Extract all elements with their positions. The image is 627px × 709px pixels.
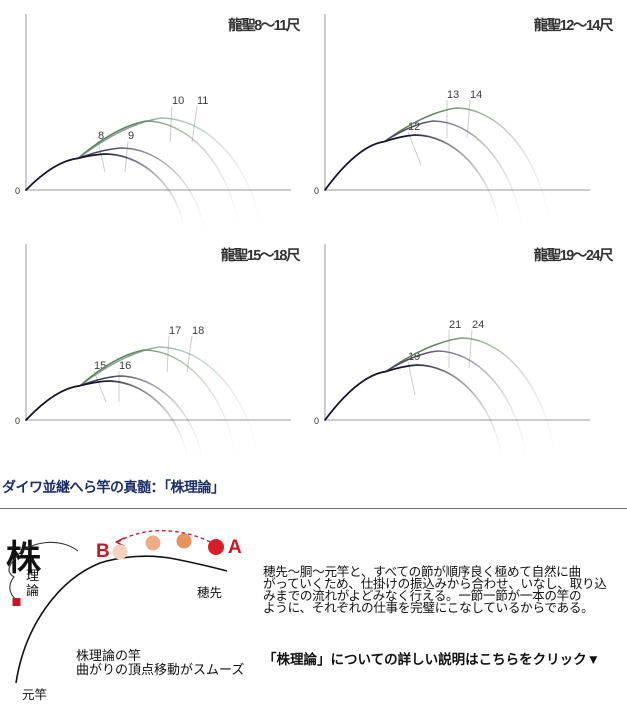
- svg-text:11: 11: [197, 95, 208, 107]
- svg-text:0: 0: [314, 186, 319, 196]
- svg-text:24: 24: [472, 319, 484, 331]
- svg-text:A: A: [228, 537, 242, 558]
- svg-text:元竿: 元竿: [22, 687, 47, 702]
- svg-text:14: 14: [470, 89, 482, 101]
- svg-text:13: 13: [447, 89, 459, 101]
- svg-text:B: B: [96, 541, 110, 562]
- svg-text:0: 0: [15, 416, 20, 426]
- svg-text:理: 理: [26, 568, 39, 583]
- svg-text:10: 10: [172, 95, 184, 107]
- svg-text:論: 論: [26, 583, 39, 598]
- svg-text:9: 9: [128, 130, 134, 142]
- svg-text:18: 18: [192, 325, 204, 337]
- svg-text:16: 16: [119, 360, 131, 372]
- svg-text:穂先: 穂先: [197, 586, 222, 600]
- svg-text:21: 21: [449, 319, 461, 331]
- svg-text:17: 17: [169, 325, 181, 337]
- svg-text:0: 0: [314, 416, 319, 426]
- svg-text:0: 0: [15, 186, 20, 196]
